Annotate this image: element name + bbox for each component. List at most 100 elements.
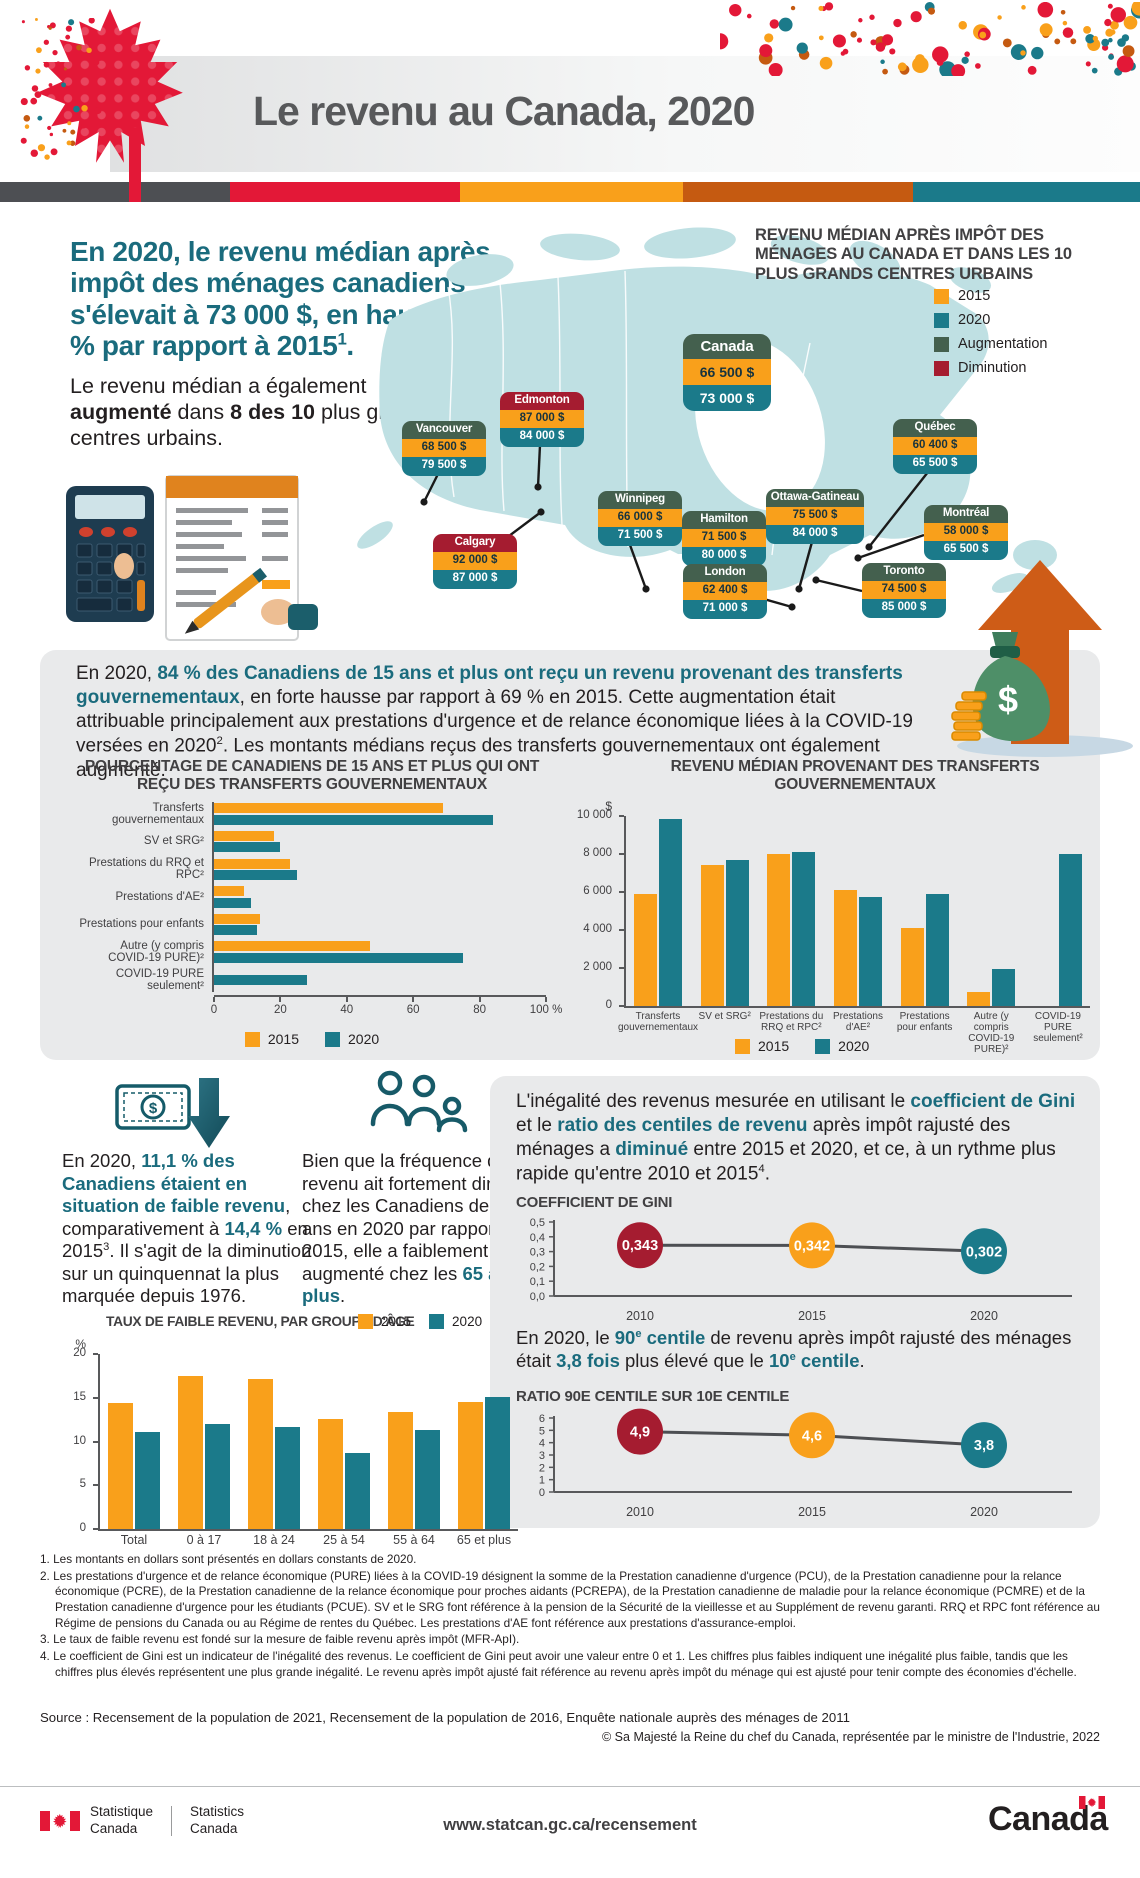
statcan-logo: Statistique Canada Statistics Canada	[40, 1804, 244, 1838]
bar-2020	[214, 842, 281, 853]
city-2020-value: 79 500 $	[402, 457, 486, 476]
bar-2015	[318, 1418, 343, 1529]
connector-dot	[812, 576, 820, 584]
bar-group: 65 et plus	[457, 1396, 511, 1547]
category-label: SV et SRG²	[698, 1010, 751, 1022]
dot	[1108, 54, 1115, 60]
bar-2020	[214, 974, 307, 985]
connector-dot	[534, 483, 542, 491]
y-tick-label: 15	[73, 1390, 86, 1403]
ratio-chart-title: RATIO 90E CENTILE SUR 10E CENTILE	[516, 1388, 790, 1405]
map-legend: 2015 2020 Augmentation Diminution	[934, 288, 1047, 384]
dot	[1085, 61, 1091, 67]
y-tick	[619, 814, 624, 817]
footer-divider	[0, 1786, 1140, 1787]
city-2020-value: 71 000 $	[683, 600, 767, 619]
city-card-canada: Canada 66 500 $73 000 $	[683, 334, 771, 411]
bars	[108, 1403, 160, 1529]
dot	[49, 22, 56, 29]
bars	[634, 819, 682, 1006]
chart-transfers-percentage: POURCENTAGE DE CANADIENS DE 15 ANS ET PL…	[74, 758, 562, 1047]
category-label: 18 à 24	[253, 1533, 295, 1547]
y-tick-label: 0	[79, 1522, 86, 1534]
bar-group: Prestations pour enfants	[74, 912, 550, 937]
dot	[35, 18, 38, 21]
data-point-value: 3,8	[974, 1438, 994, 1454]
dot	[1062, 27, 1074, 38]
connector-line	[422, 473, 440, 503]
city-card-edmonton: Edmonton 87 000 $84 000 $	[500, 392, 584, 447]
intro-headline: En 2020, le revenu médian après impôt de…	[70, 236, 544, 362]
legend-item: 2015	[244, 1031, 299, 1047]
bar-group: Autre (y compris COVID-19 PURE)²	[74, 940, 550, 965]
dot	[958, 21, 968, 30]
plot-area: Transferts gouvernementaux SV et SRG² Prest…	[618, 814, 1090, 1055]
dot	[1117, 38, 1126, 47]
dot	[893, 18, 902, 28]
dot	[88, 18, 95, 24]
dot	[50, 148, 58, 156]
city-card-winnipeg: Winnipeg 66 000 $71 500 $	[598, 491, 682, 546]
legend-swatch	[934, 312, 949, 328]
city-2020-value: 65 500 $	[893, 455, 977, 474]
dot	[24, 124, 30, 129]
bar-2020	[858, 897, 882, 1006]
dot	[1062, 20, 1068, 26]
bar-group: Prestations pour enfants	[897, 894, 952, 1033]
dot	[910, 11, 922, 23]
stripe-orange	[460, 182, 683, 202]
y-tick-label: 0	[539, 1487, 545, 1499]
y-tick-label: 1	[539, 1475, 545, 1487]
legend-swatch	[934, 360, 949, 376]
city-card-qubec: Québec 60 400 $65 500 $	[893, 419, 977, 474]
city-card-vancouver: Vancouver 68 500 $79 500 $	[402, 421, 486, 476]
legend-item: 2015	[358, 1314, 411, 1329]
dot	[1123, 15, 1138, 30]
axis-tick	[213, 997, 215, 1003]
dot	[1101, 38, 1110, 47]
x-tick-label: 2015	[798, 1309, 826, 1323]
dot	[67, 121, 72, 126]
dot	[932, 46, 949, 63]
bar-2020	[485, 1396, 510, 1529]
bar-group: Autre (y compris COVID-19 PURE)²	[967, 968, 1016, 1055]
y-tick-label: 4 000	[583, 922, 612, 935]
connector-line	[536, 444, 542, 488]
chart-plot: Transferts gouvernementaux SV et SRG² Prest…	[74, 801, 550, 993]
dot	[880, 59, 885, 65]
legend-item: 2015	[735, 1038, 789, 1054]
legend-label: 2020	[958, 312, 991, 328]
bar-2020	[205, 1424, 230, 1529]
bar-2020	[275, 1426, 300, 1529]
census-url[interactable]: www.statcan.gc.ca/recensement	[443, 1816, 697, 1834]
dot	[69, 140, 76, 146]
y-tick	[619, 852, 624, 855]
data-point	[617, 1222, 663, 1269]
legend-swatch	[244, 1031, 260, 1047]
dot	[81, 104, 88, 112]
bars	[214, 940, 546, 965]
category-label: Prestations d'AE²	[832, 1010, 883, 1033]
bar-group: 55 à 64	[388, 1411, 440, 1547]
chart-plot: % 20 15 10 5 0 Total 0 à 17 18 à 24 25 à 54 55 à 6…	[58, 1337, 520, 1547]
legend-label: Augmentation	[958, 336, 1048, 352]
dot	[1104, 18, 1112, 27]
dot	[1031, 46, 1044, 60]
city-2015-value: 75 500 $	[766, 506, 864, 525]
bar-group: Transferts gouvernementaux	[618, 819, 698, 1033]
legend-item: Diminution	[934, 360, 1047, 376]
category-label: SV et SRG²	[143, 835, 204, 848]
transfers-paragraph: En 2020, 84 % des Canadiens de 15 ans et…	[76, 663, 913, 781]
logo-divider	[171, 1805, 173, 1836]
chart-legend: 2015 2020	[735, 1038, 869, 1054]
percentile-paragraph: En 2020, le 90e centile de revenu après …	[516, 1327, 1072, 1372]
bars	[214, 829, 546, 854]
bar-2015	[700, 865, 724, 1006]
chart-title: REVENU MÉDIAN PROVENANT DES TRANSFERTS G…	[670, 758, 1040, 793]
bar-2020	[415, 1430, 440, 1529]
bars	[214, 885, 546, 910]
y-tick-label: 3	[539, 1450, 545, 1462]
bar-2015	[214, 886, 244, 897]
dot	[997, 15, 1002, 20]
